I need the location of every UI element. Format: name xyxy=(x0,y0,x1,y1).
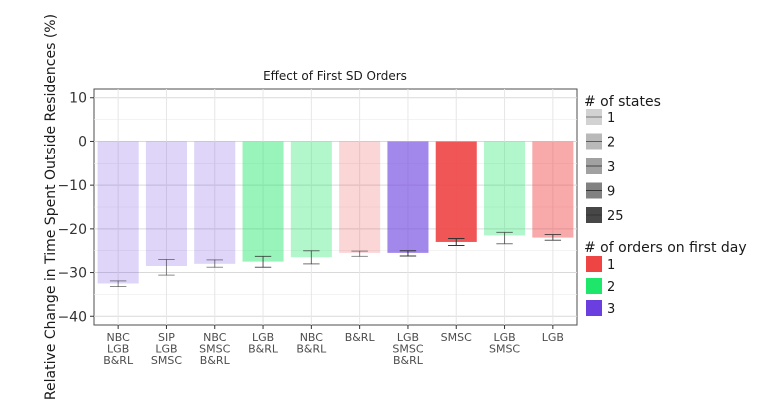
bar xyxy=(339,141,381,253)
error-bars-group xyxy=(109,231,562,288)
bar xyxy=(532,141,574,238)
bar xyxy=(290,141,332,258)
error-bar xyxy=(254,255,272,268)
legend-states-label: 1 xyxy=(607,111,615,126)
legend: # of states # of orders on first day 1 2 3… xyxy=(584,94,747,317)
legend-states-label: 2 xyxy=(607,136,615,151)
error-bar xyxy=(303,250,320,265)
legend-orders-swatch xyxy=(586,256,602,272)
x-tick-label: SIP LGB SMSC xyxy=(151,331,182,367)
error-bar xyxy=(544,234,562,241)
bar xyxy=(484,141,526,236)
x-tick-label: LGB xyxy=(542,331,564,344)
x-tick-label: LGB SMSC B&RL xyxy=(392,331,423,367)
y-axis: 10 0 −10 −20 −30 −40 xyxy=(57,91,94,325)
error-bar xyxy=(399,250,417,257)
y-tick-label: −20 xyxy=(57,222,87,238)
x-tick-label: B&RL xyxy=(345,331,376,344)
legend-orders-label: 1 xyxy=(607,258,615,273)
y-tick-label: 0 xyxy=(78,134,87,150)
error-bar xyxy=(158,258,175,276)
x-tick-label: LGB SMSC xyxy=(489,331,520,356)
y-axis-title: Relative Change in Time Spent Outside Re… xyxy=(43,14,59,400)
error-bar xyxy=(448,237,465,246)
legend-states-title: # of states xyxy=(584,94,661,110)
chart-title: Effect of First SD Orders xyxy=(263,69,407,83)
legend-orders-label: 3 xyxy=(607,302,615,317)
error-bar xyxy=(496,231,513,245)
x-tick-label: NBC SMSC B&RL xyxy=(199,331,230,367)
error-bar xyxy=(351,250,368,257)
x-tick-label: NBC LGB B&RL xyxy=(103,331,134,367)
bar xyxy=(145,141,187,266)
x-tick-label: SMSC xyxy=(441,331,472,344)
y-tick-label: −40 xyxy=(57,309,87,325)
bar xyxy=(194,141,236,264)
bars-group xyxy=(97,141,574,284)
legend-states-label: 3 xyxy=(607,160,615,175)
legend-states-label: 9 xyxy=(607,185,615,200)
legend-states-label: 25 xyxy=(607,209,624,224)
legend-orders-title: # of orders on first day xyxy=(584,240,747,256)
bar xyxy=(435,141,477,242)
bar xyxy=(242,141,284,262)
x-tick-label: NBC B&RL xyxy=(296,331,327,356)
x-tick-label: LGB B&RL xyxy=(248,331,279,356)
bar xyxy=(387,141,429,253)
bar xyxy=(97,141,139,284)
legend-orders-swatch xyxy=(586,278,602,294)
y-tick-label: −10 xyxy=(57,178,87,194)
error-bar xyxy=(206,259,223,268)
error-bar xyxy=(109,280,127,288)
y-tick-label: 10 xyxy=(69,91,87,107)
y-tick-label: −30 xyxy=(57,266,87,282)
legend-orders-label: 2 xyxy=(607,280,615,295)
legend-orders-swatch xyxy=(586,300,602,316)
